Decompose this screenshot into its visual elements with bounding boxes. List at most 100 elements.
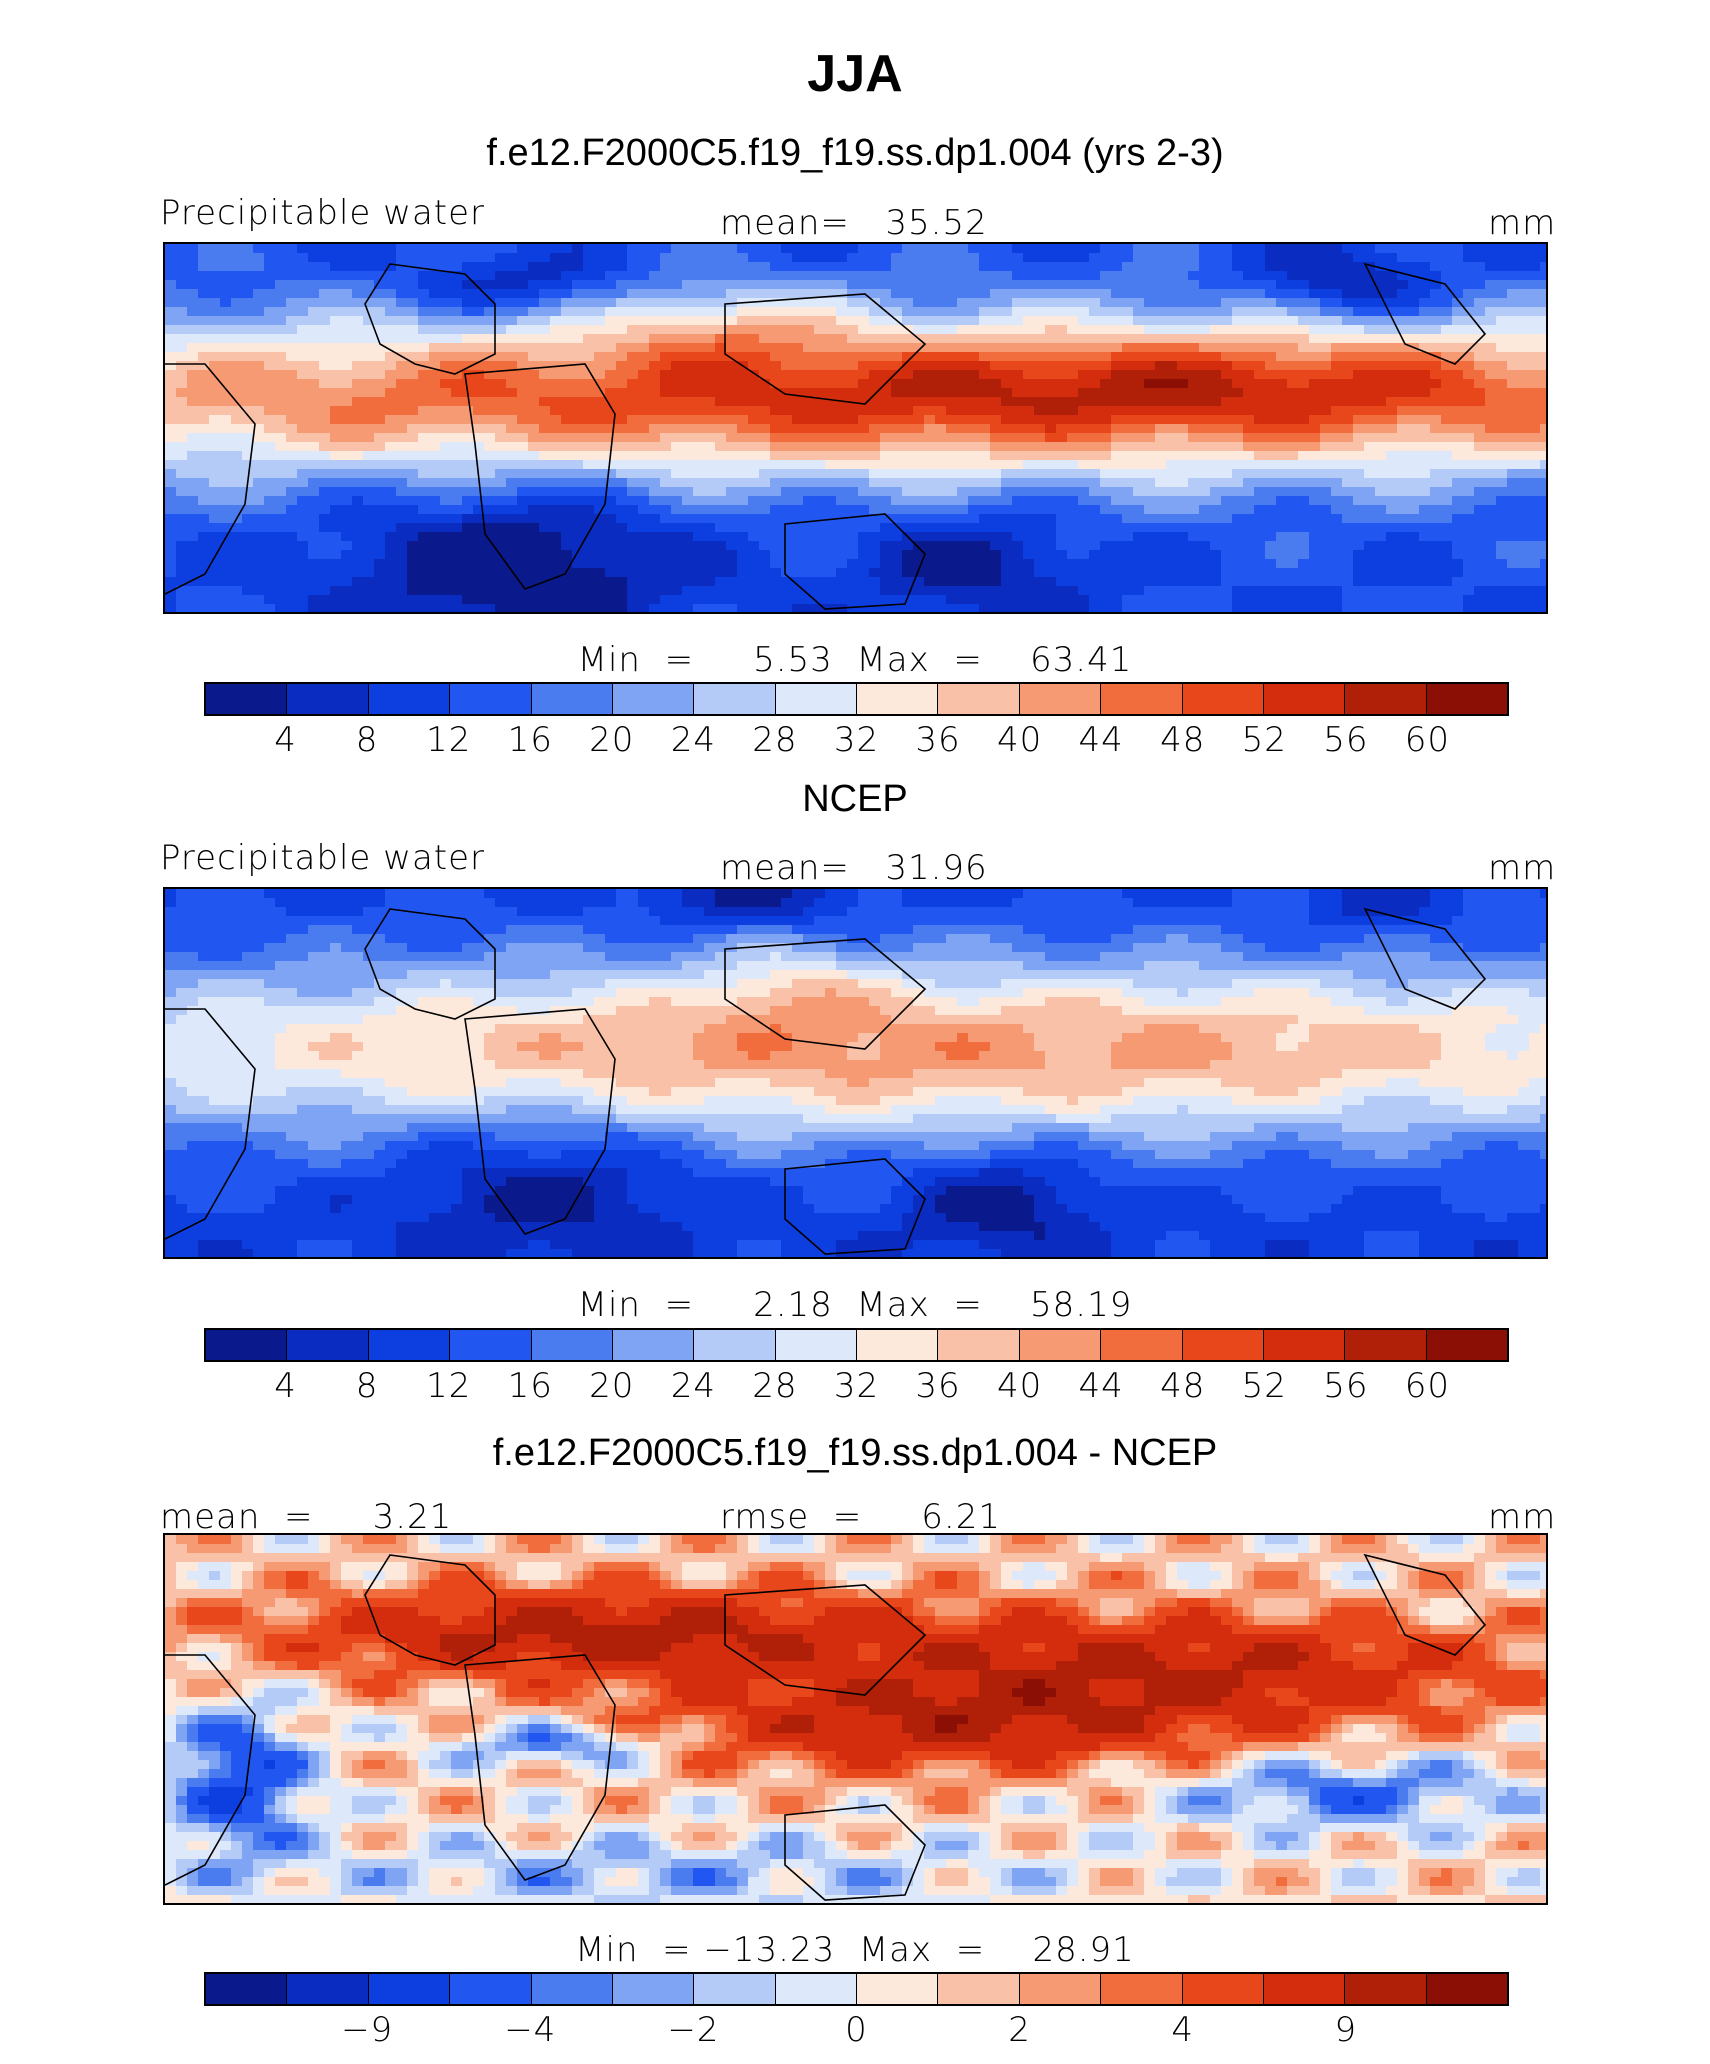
panel-2-minmax: Min = 2.18 Max = 58.19 — [577, 1285, 1133, 1325]
main-title: JJA — [807, 45, 903, 103]
colorbar-box — [1101, 684, 1183, 714]
coastline — [464, 363, 616, 590]
colorbar-tick-label: 44 — [1078, 720, 1124, 760]
colorbar-box — [531, 1330, 613, 1360]
colorbar-tick-label: 24 — [670, 720, 717, 760]
coastline — [724, 1584, 927, 1696]
colorbar-tick-label: 60 — [1404, 1366, 1451, 1406]
panel-3-mean-label: mean = 3.21 — [160, 1497, 453, 1537]
colorbar-box — [1263, 1330, 1346, 1360]
panel-3-colorbar-ticks: −9 −4 −2 0 2 4 9 — [204, 2010, 1509, 2056]
colorbar-box — [694, 1330, 776, 1360]
panel-3-subtitle: f.e12.F2000C5.f19_f19.ss.dp1.004 - NCEP — [492, 1432, 1218, 1474]
colorbar-tick-label: −4 — [504, 2010, 557, 2050]
colorbar-tick-label: 40 — [996, 720, 1043, 760]
colorbar-tick-label: 56 — [1323, 1366, 1369, 1406]
coastline — [464, 1654, 616, 1881]
colorbar-tick-label: 20 — [589, 1366, 635, 1406]
colorbar-tick-label: 16 — [507, 720, 553, 760]
colorbar-box — [450, 1330, 532, 1360]
colorbar-tick-label: 20 — [589, 720, 635, 760]
colorbar-tick-label: 36 — [915, 1366, 961, 1406]
panel-3-map — [163, 1533, 1548, 1905]
colorbar-tick-label: 8 — [355, 720, 379, 760]
colorbar-tick-label: 4 — [1171, 2010, 1195, 2050]
colorbar-tick-label: 48 — [1160, 1366, 1206, 1406]
colorbar-box — [1101, 1974, 1183, 2004]
colorbar-box — [857, 684, 939, 714]
colorbar-box — [1019, 1974, 1102, 2004]
colorbar-box — [287, 684, 369, 714]
panel-1-variable-label: Precipitable water — [160, 193, 486, 233]
colorbar-box — [368, 684, 451, 714]
panel-3-rmse-label: rmse = 6.21 — [720, 1497, 1001, 1537]
panel-2-subtitle: NCEP — [802, 778, 908, 820]
panel-3-contour-field — [165, 1535, 1546, 1903]
colorbar-box — [368, 1330, 451, 1360]
colorbar-box — [694, 1974, 776, 2004]
coastline — [165, 1654, 256, 1886]
colorbar-box — [206, 1330, 288, 1360]
panel-1-subtitle: f.e12.F2000C5.f19_f19.ss.dp1.004 (yrs 2-… — [486, 132, 1224, 174]
colorbar-box — [1182, 684, 1264, 714]
coastline — [1363, 1553, 1487, 1656]
colorbar-box — [531, 684, 613, 714]
coastline — [464, 1008, 616, 1235]
panel-2-colorbar-ticks: 4 8 12 16 20 24 28 32 36 40 44 48 52 56 60 — [204, 1366, 1509, 1412]
colorbar-box — [612, 684, 695, 714]
colorbar-box — [694, 684, 776, 714]
coastline — [1363, 262, 1487, 365]
colorbar-box — [450, 1974, 532, 2004]
coastline — [784, 513, 926, 610]
colorbar-tick-label: 48 — [1160, 720, 1206, 760]
colorbar-tick-label: 12 — [426, 720, 472, 760]
colorbar-box — [1345, 1974, 1427, 2004]
colorbar-box — [1345, 1330, 1427, 1360]
colorbar-box — [287, 1330, 369, 1360]
colorbar-box — [612, 1330, 695, 1360]
colorbar-box — [1182, 1974, 1264, 2004]
panel-1-minmax: Min = 5.53 Max = 63.41 — [577, 640, 1133, 680]
colorbar-box — [938, 1974, 1020, 2004]
colorbar-box — [1182, 1330, 1264, 1360]
colorbar-tick-label: 32 — [833, 720, 880, 760]
colorbar-box — [1019, 684, 1102, 714]
colorbar-box — [206, 684, 288, 714]
colorbar-box — [1426, 1330, 1507, 1360]
colorbar-box — [775, 1974, 857, 2004]
panel-3-units-label: mm — [1488, 1497, 1557, 1537]
panel-3-minmax: Min = −13.23 Max = 28.91 — [575, 1930, 1135, 1970]
colorbar-tick-label: 4 — [274, 720, 297, 760]
colorbar-box — [206, 1974, 288, 2004]
colorbar-tick-label: 40 — [996, 1366, 1043, 1406]
colorbar-box — [1263, 684, 1346, 714]
colorbar-box — [531, 1974, 613, 2004]
colorbar-tick-label: 4 — [274, 1366, 297, 1406]
colorbar-tick-label: 32 — [833, 1366, 880, 1406]
colorbar-box — [938, 684, 1020, 714]
panel-2-map — [163, 887, 1548, 1259]
coastline — [364, 263, 496, 375]
colorbar-box — [612, 1974, 695, 2004]
coastline — [165, 1008, 256, 1240]
colorbar-tick-label: 52 — [1241, 720, 1287, 760]
colorbar-box — [1345, 684, 1427, 714]
panel-1-map — [163, 242, 1548, 614]
colorbar-tick-label: 16 — [507, 1366, 553, 1406]
panel-3-colorbar — [204, 1972, 1509, 2006]
colorbar-box — [775, 1330, 857, 1360]
colorbar-box — [775, 684, 857, 714]
colorbar-tick-label: 12 — [426, 1366, 472, 1406]
coastline — [784, 1158, 926, 1255]
colorbar-tick-label: 28 — [752, 720, 798, 760]
colorbar-box — [1426, 684, 1507, 714]
colorbar-tick-label: 60 — [1404, 720, 1451, 760]
colorbar-tick-label: 56 — [1323, 720, 1369, 760]
panel-2-colorbar — [204, 1328, 1509, 1362]
panel-1-mean-label: mean= 35.52 — [720, 203, 988, 243]
panel-2-contour-field — [165, 889, 1546, 1257]
coastline — [784, 1804, 926, 1901]
colorbar-tick-label: 2 — [1008, 2010, 1031, 2050]
colorbar-box — [287, 1974, 369, 2004]
colorbar-tick-label: −2 — [667, 2010, 720, 2050]
